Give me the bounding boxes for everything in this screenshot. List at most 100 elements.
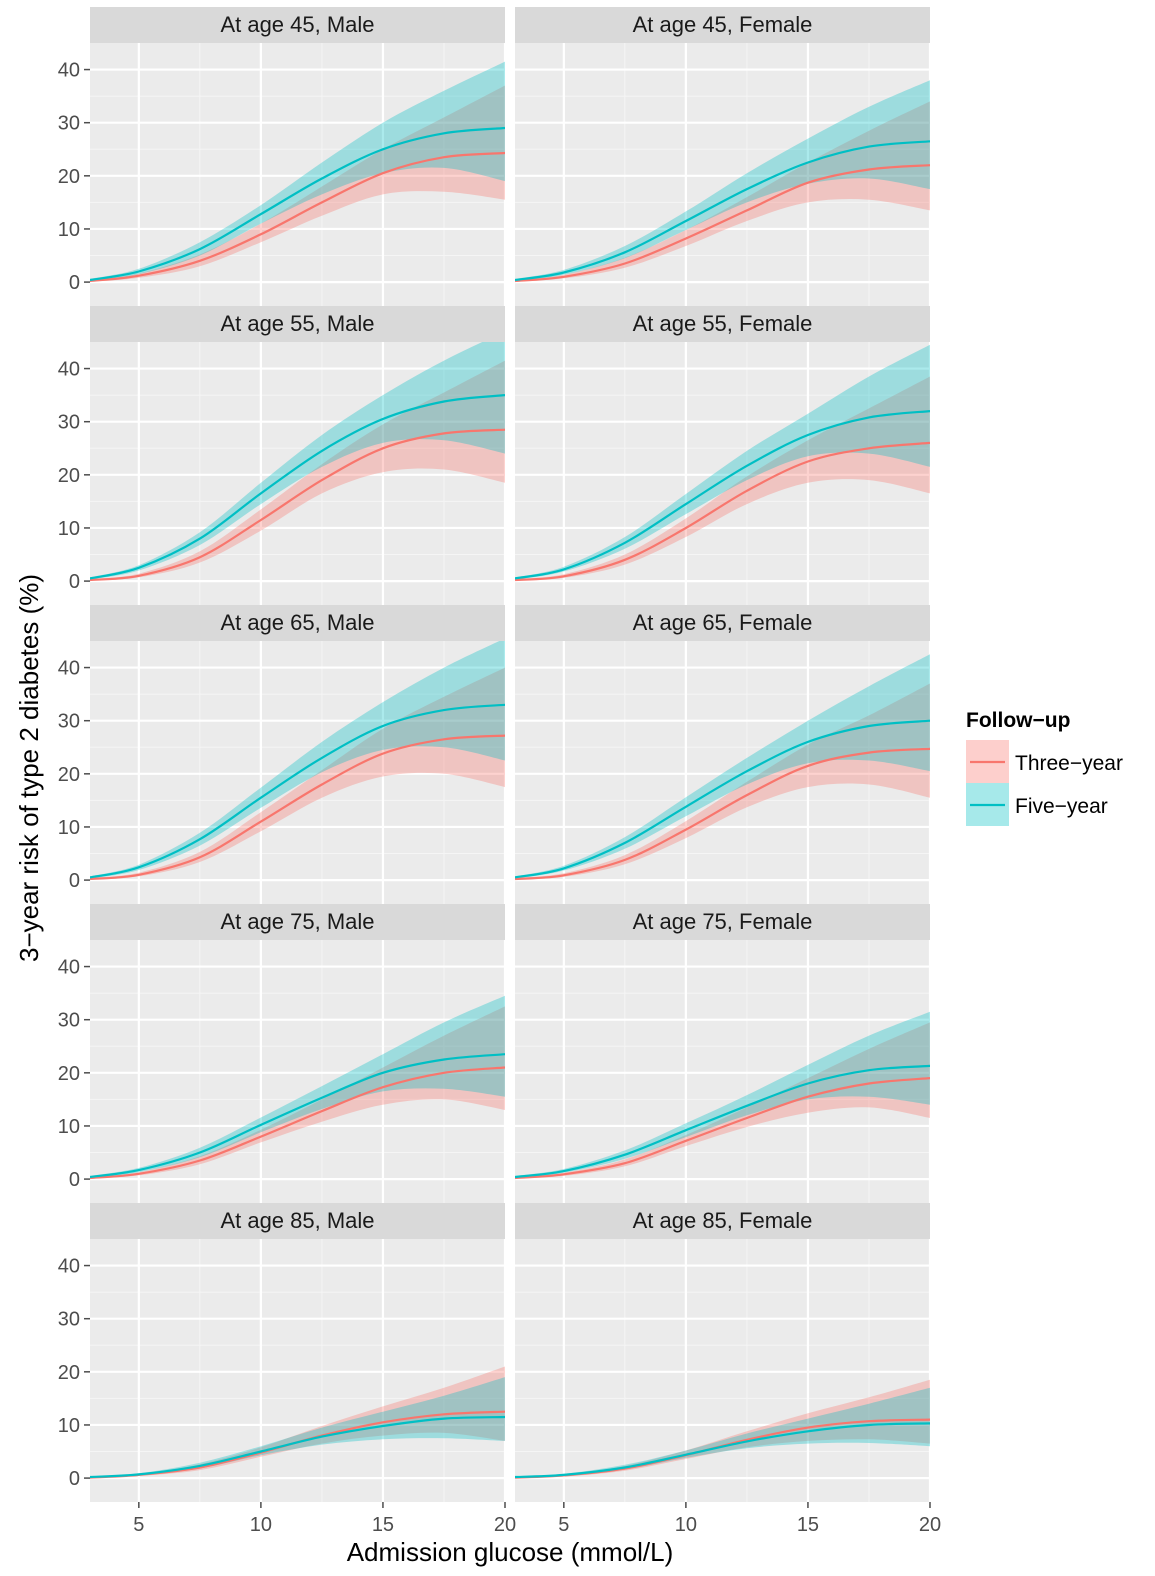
- x-tick-label: 5: [558, 1514, 569, 1536]
- y-tick-label: 0: [69, 272, 80, 294]
- y-tick-label: 30: [58, 711, 80, 733]
- ci-band-three-year: [515, 683, 930, 880]
- panel-data: [90, 61, 505, 283]
- panel-at-age-75-female: At age 75, Female: [515, 904, 932, 1203]
- panel-background: [90, 940, 505, 1203]
- panel-background: [90, 43, 505, 306]
- strip-background: [90, 7, 505, 43]
- line-five-year: [515, 1422, 930, 1479]
- y-tick-label: 0: [69, 571, 80, 593]
- strip-background: [90, 1203, 505, 1239]
- ci-band-five-year: [515, 1011, 930, 1178]
- x-tick-label: 20: [494, 1514, 516, 1536]
- legend: Follow−up Three−year Five−year: [966, 709, 1123, 826]
- panel-data: [90, 641, 505, 881]
- panels-layer: At age 45, Male At age 45, Female At age 5…: [90, 7, 932, 1502]
- ci-band-five-year: [90, 995, 505, 1178]
- strip-label-at-age-45-male: At age 45, Male: [220, 12, 374, 37]
- y-tick-label: 40: [58, 60, 80, 82]
- strip-label-at-age-55-male: At age 55, Male: [220, 311, 374, 336]
- ci-band-three-year: [515, 101, 930, 282]
- line-three-year: [515, 441, 930, 582]
- line-five-year: [90, 1053, 505, 1179]
- strip-background: [515, 306, 930, 342]
- panel-data: [515, 1011, 930, 1180]
- x-axis-title: Admission glucose (mmol/L): [347, 1537, 674, 1567]
- legend-title: Follow−up: [966, 709, 1070, 732]
- panel-at-age-45-male: At age 45, Male: [90, 7, 507, 306]
- x-tick-label: 20: [919, 1514, 941, 1536]
- strip-background: [90, 306, 505, 342]
- line-three-year: [515, 747, 930, 881]
- x-tick-label: 5: [133, 1514, 144, 1536]
- line-three-year: [90, 428, 505, 582]
- strip-label-at-age-65-female: At age 65, Female: [633, 610, 813, 635]
- legend-label-three-year: Three−year: [1015, 752, 1123, 775]
- strip-background: [90, 904, 505, 940]
- strip-background: [515, 904, 930, 940]
- strip-background: [90, 605, 505, 641]
- ci-band-five-year: [90, 641, 505, 879]
- panel-at-age-75-male: At age 75, Male: [90, 904, 507, 1203]
- panel-at-age-65-female: At age 65, Female: [515, 605, 932, 904]
- line-five-year: [515, 140, 930, 282]
- y-tick-label: 20: [58, 1063, 80, 1085]
- ci-band-five-year: [515, 1387, 930, 1478]
- y-tick-label: 10: [58, 1116, 80, 1138]
- y-tick-label: 40: [58, 957, 80, 979]
- x-tick-label: 10: [250, 1514, 272, 1536]
- ci-band-five-year: [515, 654, 930, 879]
- y-tick-label: 0: [69, 870, 80, 892]
- x-tick-label: 15: [797, 1514, 819, 1536]
- line-five-year: [90, 126, 505, 282]
- y-tick-label: 30: [58, 1010, 80, 1032]
- line-three-year: [515, 1077, 930, 1180]
- panel-at-age-65-male: At age 65, Male: [90, 605, 507, 904]
- legend-key-five-year: [966, 783, 1009, 826]
- ci-band-five-year: [515, 344, 930, 580]
- strip-label-at-age-55-female: At age 55, Female: [633, 311, 813, 336]
- panel-data: [515, 1379, 930, 1479]
- y-tick-label: 0: [69, 1169, 80, 1191]
- axes-layer: 0 10 20 30 40 0 10 20 30 40 0 10 20 30 40 0 10 20 30 40 0 10 2…: [58, 60, 941, 1536]
- line-five-year: [90, 703, 505, 879]
- strip-label-at-age-65-male: At age 65, Male: [220, 610, 374, 635]
- ci-band-five-year: [90, 342, 505, 580]
- panel-data: [90, 1366, 505, 1479]
- ci-band-five-year: [515, 80, 930, 281]
- ci-band-three-year: [90, 360, 505, 581]
- line-five-year: [515, 410, 930, 580]
- line-five-year: [515, 719, 930, 879]
- panel-data: [515, 654, 930, 881]
- y-tick-label: 40: [58, 658, 80, 680]
- y-tick-label: 30: [58, 412, 80, 434]
- y-tick-label: 40: [58, 1256, 80, 1278]
- legend-label-five-year: Five−year: [1015, 795, 1108, 818]
- panel-at-age-85-female: At age 85, Female: [515, 1203, 932, 1502]
- panel-data: [515, 80, 930, 283]
- panel-background: [515, 43, 930, 306]
- panel-at-age-45-female: At age 45, Female: [515, 7, 932, 306]
- y-tick-label: 10: [58, 518, 80, 540]
- y-tick-label: 20: [58, 1362, 80, 1384]
- line-five-year: [515, 1064, 930, 1179]
- panel-background: [90, 342, 505, 605]
- strip-background: [515, 605, 930, 641]
- ci-band-three-year: [515, 376, 930, 581]
- y-tick-label: 10: [58, 1415, 80, 1437]
- y-tick-label: 10: [58, 219, 80, 241]
- strip-label-at-age-75-female: At age 75, Female: [633, 909, 813, 934]
- y-tick-label: 30: [58, 1309, 80, 1331]
- line-three-year: [515, 164, 930, 283]
- ci-band-three-year: [515, 1022, 930, 1179]
- panel-at-age-55-female: At age 55, Female: [515, 306, 932, 605]
- legend-key-three-year: [966, 740, 1009, 783]
- strip-label-at-age-45-female: At age 45, Female: [633, 12, 813, 37]
- ci-band-five-year: [90, 61, 505, 281]
- line-three-year: [90, 734, 505, 881]
- strip-label-at-age-85-male: At age 85, Male: [220, 1208, 374, 1233]
- ci-band-three-year: [90, 1006, 505, 1179]
- ci-band-three-year: [515, 1379, 930, 1479]
- y-tick-label: 20: [58, 166, 80, 188]
